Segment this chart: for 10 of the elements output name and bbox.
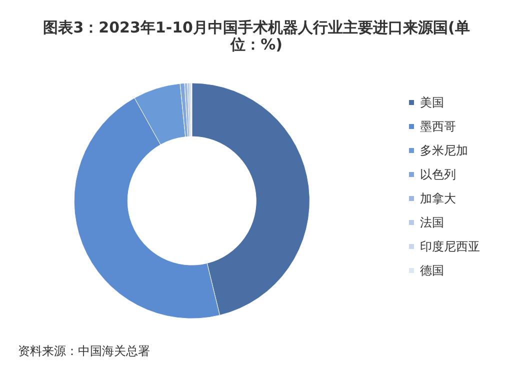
chart-title: 图表3：2023年1-10月中国手术机器人行业主要进口来源国(单位：%) (43, 18, 470, 54)
legend-label: 法国 (420, 216, 444, 230)
legend-label: 德国 (420, 264, 444, 278)
legend-label: 加拿大 (420, 192, 456, 206)
legend-label: 以色列 (420, 168, 456, 182)
legend-label: 多米尼加 (420, 144, 468, 158)
legend-label: 印度尼西亚 (420, 240, 480, 254)
legend-label: 美国 (420, 96, 444, 110)
legend-label: 墨西哥 (420, 120, 456, 134)
text: 资料来源：中国海关总署 (18, 344, 150, 358)
